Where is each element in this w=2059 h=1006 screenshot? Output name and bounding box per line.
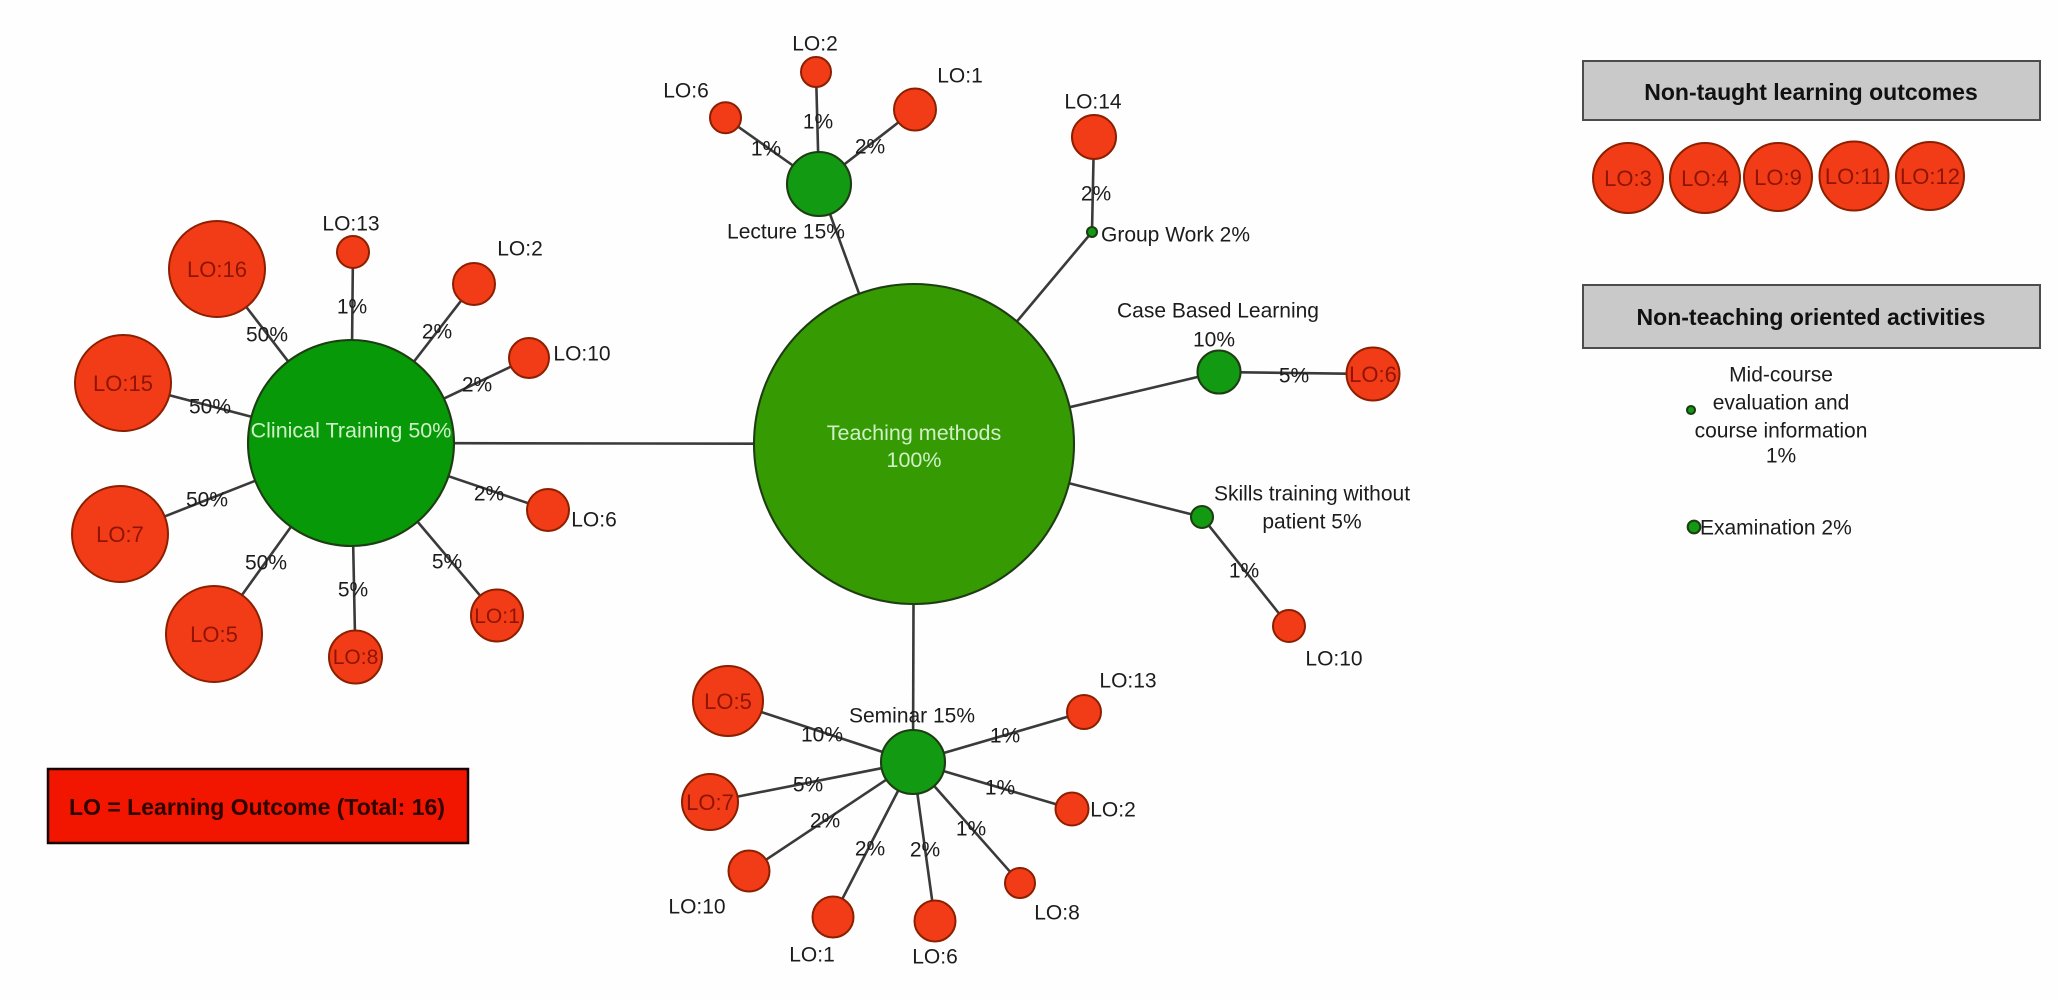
- svg-text:10%: 10%: [1193, 329, 1235, 352]
- svg-text:LO:15: LO:15: [93, 371, 153, 396]
- svg-text:1%: 1%: [803, 111, 833, 134]
- svg-text:Non-taught learning outcomes: Non-taught learning outcomes: [1644, 79, 1978, 105]
- svg-text:1%: 1%: [956, 818, 986, 841]
- svg-text:LO = Learning Outcome (Total:: LO = Learning Outcome (Total: 16): [69, 794, 445, 820]
- svg-text:Mid-course: Mid-course: [1729, 364, 1833, 387]
- svg-text:LO:1: LO:1: [474, 605, 520, 628]
- svg-text:LO:10: LO:10: [553, 343, 610, 366]
- svg-text:Examination 2%: Examination 2%: [1700, 517, 1852, 540]
- svg-text:100%: 100%: [887, 448, 942, 472]
- svg-text:LO:6: LO:6: [571, 509, 617, 532]
- svg-text:Non-teaching oriented activiti: Non-teaching oriented activities: [1637, 304, 1986, 330]
- svg-text:1%: 1%: [1766, 445, 1796, 468]
- svg-text:evaluation and: evaluation and: [1713, 392, 1850, 415]
- svg-text:1%: 1%: [751, 138, 781, 161]
- svg-text:Case Based Learning: Case Based Learning: [1117, 300, 1319, 323]
- svg-text:LO:7: LO:7: [686, 790, 734, 815]
- svg-text:5%: 5%: [338, 579, 368, 602]
- svg-text:50%: 50%: [246, 324, 288, 347]
- svg-text:LO:11: LO:11: [1825, 164, 1883, 189]
- svg-text:LO:6: LO:6: [1349, 362, 1397, 387]
- svg-text:LO:10: LO:10: [1305, 648, 1362, 671]
- svg-text:LO:7: LO:7: [96, 522, 144, 547]
- svg-text:Skills training without: Skills training without: [1214, 483, 1410, 506]
- svg-text:2%: 2%: [855, 838, 885, 861]
- svg-text:2%: 2%: [422, 321, 452, 344]
- svg-text:2%: 2%: [474, 483, 504, 506]
- svg-text:2%: 2%: [810, 810, 840, 833]
- svg-text:Seminar 15%: Seminar 15%: [849, 705, 975, 728]
- svg-text:5%: 5%: [793, 774, 823, 797]
- svg-text:LO:1: LO:1: [937, 65, 983, 88]
- svg-text:LO:5: LO:5: [190, 622, 238, 647]
- svg-text:1%: 1%: [337, 296, 367, 319]
- svg-text:LO:9: LO:9: [1754, 165, 1802, 190]
- svg-text:LO:8: LO:8: [333, 646, 379, 669]
- svg-text:50%: 50%: [189, 396, 231, 419]
- svg-text:1%: 1%: [990, 725, 1020, 748]
- svg-text:Clinical Training 50%: Clinical Training 50%: [251, 419, 452, 443]
- svg-text:LO:16: LO:16: [187, 257, 247, 282]
- svg-text:patient 5%: patient 5%: [1262, 511, 1361, 534]
- svg-text:10%: 10%: [801, 724, 843, 747]
- svg-text:course information: course information: [1695, 420, 1868, 443]
- svg-text:LO:13: LO:13: [322, 213, 379, 236]
- svg-text:LO:14: LO:14: [1064, 91, 1122, 114]
- svg-text:LO:8: LO:8: [1034, 902, 1080, 925]
- svg-text:LO:2: LO:2: [1090, 799, 1136, 822]
- svg-text:Teaching methods: Teaching methods: [827, 421, 1002, 445]
- svg-text:50%: 50%: [186, 489, 228, 512]
- svg-text:1%: 1%: [1229, 560, 1259, 583]
- svg-text:LO:3: LO:3: [1604, 166, 1652, 191]
- svg-text:Lecture 15%: Lecture 15%: [727, 221, 845, 244]
- svg-text:LO:13: LO:13: [1099, 670, 1156, 693]
- svg-text:LO:6: LO:6: [912, 946, 958, 969]
- svg-text:5%: 5%: [1279, 365, 1309, 388]
- svg-text:2%: 2%: [462, 374, 492, 397]
- svg-text:LO:4: LO:4: [1681, 166, 1729, 191]
- svg-text:Group Work 2%: Group Work 2%: [1101, 224, 1250, 247]
- svg-text:LO:6: LO:6: [663, 80, 709, 103]
- svg-text:LO:5: LO:5: [704, 689, 752, 714]
- svg-text:1%: 1%: [985, 777, 1015, 800]
- svg-text:LO:12: LO:12: [1900, 164, 1960, 189]
- svg-text:LO:2: LO:2: [497, 238, 543, 261]
- svg-text:LO:10: LO:10: [668, 896, 725, 919]
- svg-text:50%: 50%: [245, 552, 287, 575]
- svg-text:LO:1: LO:1: [789, 944, 835, 967]
- svg-text:2%: 2%: [855, 136, 885, 159]
- svg-text:2%: 2%: [1081, 183, 1111, 206]
- svg-text:LO:2: LO:2: [792, 33, 838, 56]
- svg-text:2%: 2%: [910, 839, 940, 862]
- svg-text:5%: 5%: [432, 551, 462, 574]
